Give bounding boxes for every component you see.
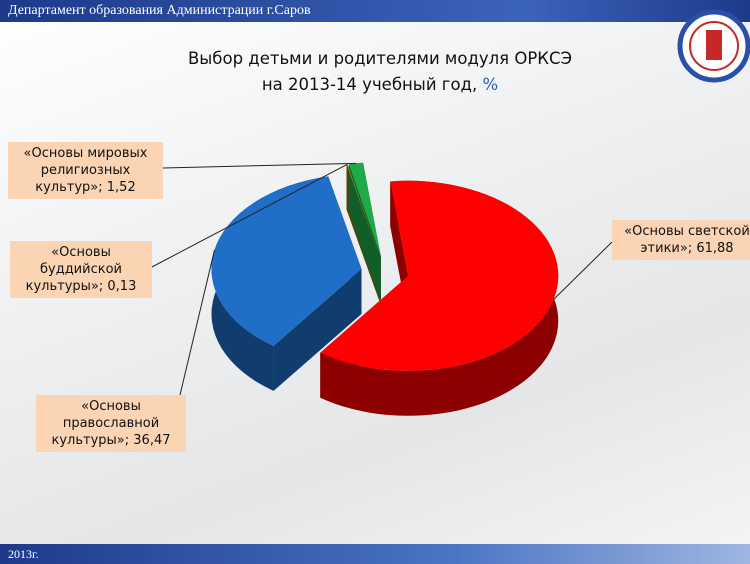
slice bbox=[211, 176, 362, 346]
label-value: 36,47 bbox=[133, 433, 171, 448]
leader-line bbox=[149, 164, 348, 269]
leader-line bbox=[553, 241, 613, 300]
label-separator: ; bbox=[98, 180, 107, 195]
slice-face bbox=[273, 268, 362, 391]
chart-subtitle: на 2013-14 учебный год, % bbox=[120, 72, 640, 98]
chart-title-block: Выбор детьми и родителями модуля ОРКСЭ н… bbox=[120, 46, 640, 98]
subtitle-text: на 2013-14 учебный год, bbox=[261, 75, 483, 94]
footer-bar: 2013г. bbox=[0, 544, 750, 564]
footer-text: 2013г. bbox=[8, 547, 39, 561]
slice bbox=[348, 162, 381, 258]
header-text: Департамент образования Администрации г.… bbox=[8, 3, 311, 18]
slice-tops bbox=[211, 162, 559, 371]
leader-line bbox=[179, 249, 216, 396]
label-value: 0,13 bbox=[107, 279, 137, 294]
label-separator: ; bbox=[687, 241, 697, 256]
label-category: «Основы буддийской культуры» bbox=[25, 245, 122, 294]
chart-title: Выбор детьми и родителями модуля ОРКСЭ bbox=[187, 49, 573, 68]
header-bar: Департамент образования Администрации г.… bbox=[0, 0, 750, 22]
label-category: «Основы православной культуры» bbox=[51, 399, 160, 448]
logo-inner bbox=[689, 21, 739, 71]
logo-tower bbox=[706, 30, 722, 60]
label-value: 1,52 bbox=[106, 180, 136, 195]
slice bbox=[320, 180, 559, 371]
unit: % bbox=[482, 75, 499, 94]
data-label: «Основы светской этики»; 61,88 bbox=[612, 220, 750, 260]
data-label: «Основы православной культуры»; 36,47 bbox=[36, 395, 186, 452]
label-category: «Основы светской этики» bbox=[624, 224, 750, 256]
label-separator: ; bbox=[124, 433, 134, 448]
leader-line bbox=[162, 162, 356, 169]
label-value: 61,88 bbox=[696, 241, 734, 256]
slice-wall bbox=[346, 164, 348, 210]
data-label: «Основы мировых религиозных культур»; 1,… bbox=[8, 142, 163, 199]
data-label: «Основы буддийской культуры»; 0,13 bbox=[10, 241, 152, 298]
slice bbox=[346, 164, 380, 258]
label-separator: ; bbox=[98, 279, 108, 294]
label-category: «Основы мировых религиозных культур» bbox=[23, 146, 148, 195]
